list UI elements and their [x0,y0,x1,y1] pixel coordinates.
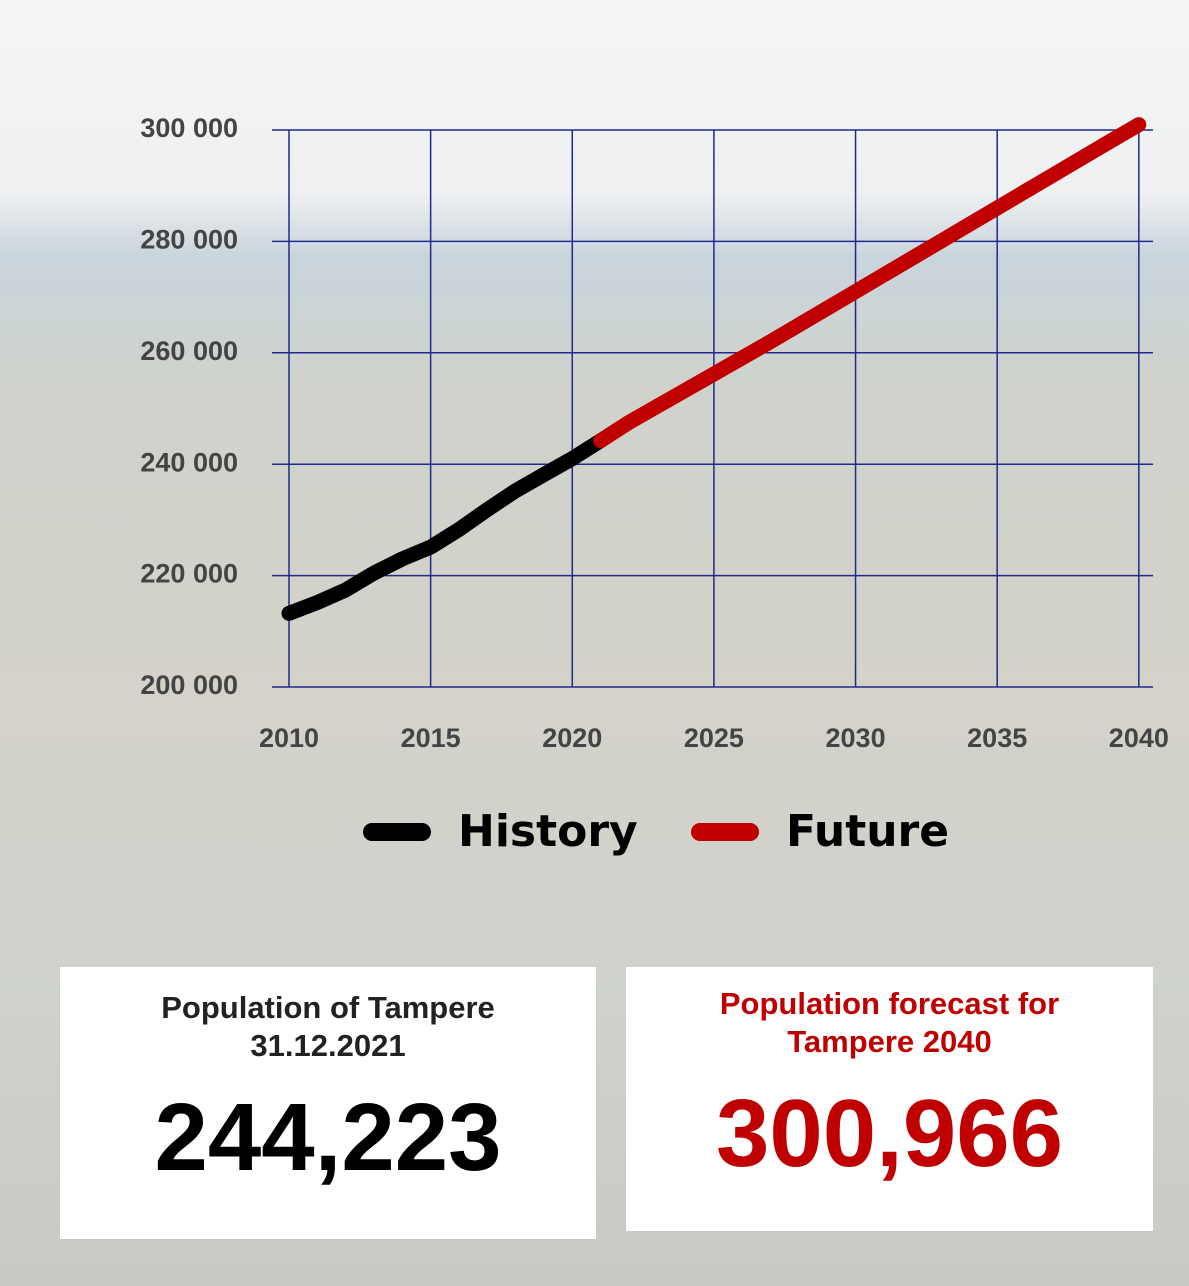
card-title: Tampere 2040 [626,1023,1153,1061]
chart: 200 000 220 000 240 000 260 000 280 000 300 0… [0,0,1189,900]
series-line [601,125,1139,441]
legend-label: Future [786,806,949,857]
x-tick-label: 2030 [826,723,886,753]
y-tick-label: 200 000 [140,670,238,700]
y-tick-label: 300 000 [140,113,238,143]
y-tick-label: 240 000 [140,447,238,477]
x-tick-label: 2010 [259,723,319,753]
x-tick-label: 2020 [542,723,602,753]
y-tick-label: 260 000 [140,336,238,366]
card-title: Population forecast for [626,985,1153,1023]
x-tick-label: 2015 [401,723,461,753]
x-tick-label: 2025 [684,723,744,753]
x-tick-label: 2035 [967,723,1027,753]
x-tick-label: 2040 [1109,723,1169,753]
y-tick-label: 220 000 [140,559,238,589]
y-tick-label: 280 000 [140,225,238,255]
card: Population of Tampere 31.12.2021 244,223 [60,967,596,1239]
page: 200 000 220 000 240 000 260 000 280 000 300 0… [0,0,1189,1286]
series-line [289,441,601,614]
card-value: 300,966 [626,1079,1153,1189]
card-title: 31.12.2021 [60,1027,596,1065]
card-title: Population of Tampere [60,989,596,1027]
legend-label: History [458,806,638,857]
card-value: 244,223 [60,1083,596,1193]
card: Population forecast for Tampere 2040 300… [626,967,1153,1231]
